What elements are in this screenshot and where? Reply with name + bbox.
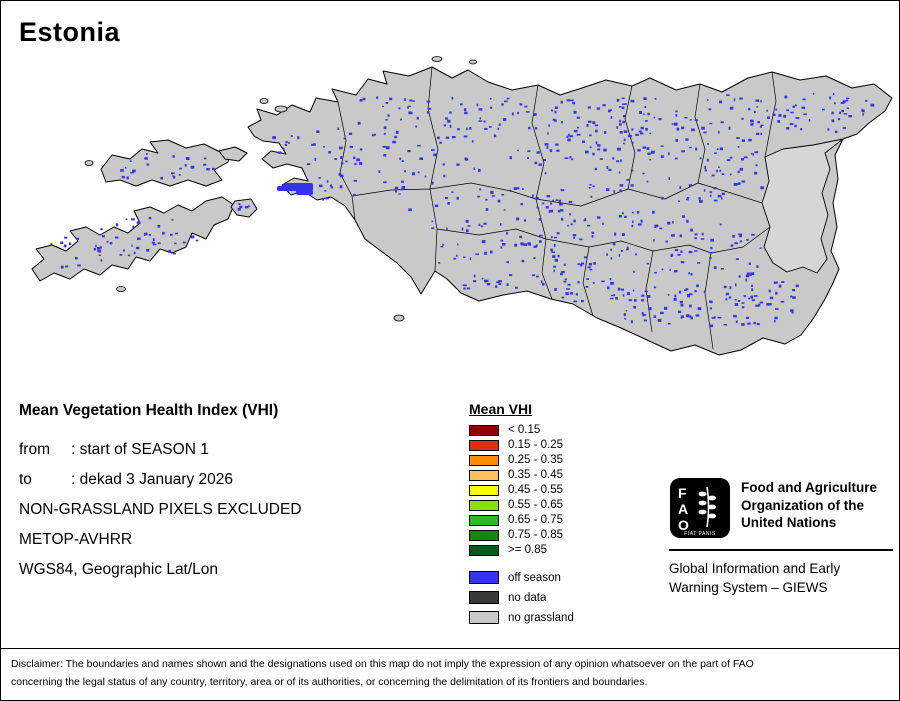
legend-item: < 0.15 [469, 424, 574, 436]
legend-item-no-grassland: no grassland [469, 611, 574, 624]
saaremaa-island [31, 196, 235, 282]
legend-swatch [469, 484, 499, 496]
fao-logo-motto: FIAT PANIS [684, 531, 716, 537]
fao-logo-icon: F A O FIAT PANIS [670, 478, 730, 538]
fao-attribution: F A O FIAT PANIS Food and Agriculture Or… [669, 477, 893, 598]
legend-item: 0.45 - 0.55 [469, 484, 574, 496]
fao-logo-letter: O [678, 517, 689, 533]
wheat-ear-icon [698, 486, 716, 528]
legend: Mean VHI < 0.15 0.15 - 0.25 0.25 - 0.35 … [469, 401, 574, 631]
legend-spacer [469, 559, 574, 571]
legend-swatch [469, 591, 499, 604]
fao-header: F A O FIAT PANIS Food and Agriculture Or… [669, 477, 893, 539]
legend-label: 0.75 - 0.85 [508, 529, 563, 541]
hiiumaa-island [100, 139, 233, 187]
metadata-label: from [19, 441, 50, 458]
off-season-pixels [50, 93, 875, 328]
metadata-value: : start of SEASON 1 [71, 441, 209, 458]
fao-org-name: Food and Agriculture Organization of the… [741, 480, 877, 531]
divider [669, 549, 893, 551]
legend-label: no grassland [508, 611, 574, 624]
legend-item: 0.25 - 0.35 [469, 454, 574, 466]
metadata-row-pixels: NON-GRASSLAND PIXELS EXCLUDED [19, 501, 302, 518]
legend-label: 0.25 - 0.35 [508, 454, 563, 466]
fao-logo-letter: A [678, 501, 688, 517]
metadata-row-projection: WGS84, Geographic Lat/Lon [19, 561, 219, 578]
legend-swatch [469, 544, 499, 556]
metadata-heading: Mean Vegetation Health Index (VHI) [19, 402, 279, 419]
fao-logo-letter: F [678, 485, 687, 501]
metadata-row-sensor: METOP-AVHRR [19, 531, 133, 548]
legend-item-off-season: off season [469, 571, 574, 584]
land-shapes [31, 56, 893, 356]
legend-swatch [469, 499, 499, 511]
legend-title: Mean VHI [469, 401, 533, 417]
legend-label: >= 0.85 [508, 544, 548, 556]
muhu-island [230, 198, 258, 218]
legend-swatch [469, 469, 499, 481]
legend-swatch [469, 529, 499, 541]
legend-label: 0.15 - 0.25 [508, 439, 563, 451]
metadata-value: : dekad 3 January 2026 [71, 471, 234, 488]
legend-label: 0.45 - 0.55 [508, 484, 563, 496]
metadata-label: to [19, 471, 32, 488]
legend-label: < 0.15 [508, 424, 541, 436]
legend-label: off season [508, 571, 561, 584]
legend-item: 0.35 - 0.45 [469, 469, 574, 481]
legend-item: 0.75 - 0.85 [469, 529, 574, 541]
mainland [247, 66, 893, 356]
page-title: Estonia [19, 17, 121, 47]
metadata-row-from: from : start of SEASON 1 [19, 441, 459, 460]
legend-label: no data [508, 591, 547, 604]
legend-item: >= 0.85 [469, 544, 574, 556]
disclaimer-line-2: concerning the legal status of any count… [11, 676, 648, 689]
legend-swatch [469, 571, 499, 584]
legend-swatch [469, 454, 499, 466]
vormsi-island [218, 146, 248, 162]
legend-label: 0.55 - 0.65 [508, 499, 563, 511]
legend-swatch [469, 514, 499, 526]
legend-swatch [469, 611, 499, 624]
legend-item: 0.65 - 0.75 [469, 514, 574, 526]
legend-swatch [469, 439, 499, 451]
legend-label: 0.65 - 0.75 [508, 514, 563, 526]
legend-item-no-data: no data [469, 591, 574, 604]
map-metadata: Mean Vegetation Health Index (VHI) from:… [19, 402, 459, 591]
legend-item: 0.15 - 0.25 [469, 439, 574, 451]
disclaimer-line-1: Disclaimer: The boundaries and names sho… [11, 658, 754, 670]
legend-item: 0.55 - 0.65 [469, 499, 574, 511]
lake-peipus [761, 138, 844, 274]
legend-label: 0.35 - 0.45 [508, 469, 563, 481]
legend-swatch [469, 424, 499, 436]
giews-label: Global Information and Early Warning Sys… [669, 561, 841, 595]
metadata-row-to: to : dekad 3 January 2026 [19, 471, 459, 490]
disclaimer: Disclaimer: The boundaries and names sho… [1, 648, 899, 700]
small-islets [84, 56, 477, 322]
